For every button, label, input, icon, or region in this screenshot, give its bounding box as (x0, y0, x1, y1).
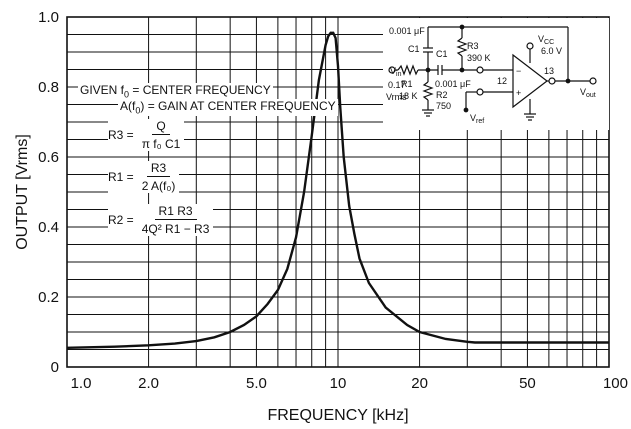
label-vcc-val: 6.0 V (541, 46, 562, 56)
y-axis-label: OUTPUT [Vrms] (14, 134, 31, 250)
circuit-schematic: 0.001 μF C1 C1 0.001 μF R3 390 K R1 18 K… (383, 18, 609, 130)
r1-denominator: 2 A(f₀) (141, 179, 176, 193)
label-pin13: 13 (544, 66, 554, 76)
label-pin12: 12 (497, 76, 507, 86)
response-curve (66, 31, 609, 349)
label-r2-val: 750 (436, 101, 451, 111)
label-plus: + (516, 88, 521, 98)
label-c1-mid: C1 (436, 49, 448, 59)
r2-resistor (422, 81, 434, 101)
label-vout: Vout (580, 87, 596, 99)
x-tick-label: 1.0 (71, 375, 92, 392)
x-tick-label: 5.0 (246, 375, 267, 392)
label-cap-top: 0.001 μF (389, 26, 425, 36)
r1-numerator: R3 (146, 161, 171, 177)
x-tick-label: 20 (411, 375, 428, 392)
label-r1: R1 (401, 79, 413, 89)
label-r1-val: 18 K (399, 91, 418, 101)
equation-r2: R2 = R1 R3 4Q² R1 − R3 (108, 204, 214, 236)
label-c1-top: C1 (408, 44, 420, 54)
label-vcc: VCC (538, 34, 554, 46)
label-vin: Vin (390, 66, 402, 78)
label-vref: Vref (470, 113, 484, 125)
y-tick-label: 0.8 (38, 79, 59, 96)
y-tick-label: 0.4 (38, 219, 59, 236)
y-tick-label: 1.0 (38, 9, 59, 26)
r1-resistor (397, 64, 419, 76)
r3-numerator: Q (152, 119, 170, 135)
op-amp (512, 53, 548, 109)
label-r3-val: 390 K (467, 53, 491, 63)
y-ticks: 0 0.2 0.4 0.6 0.8 1.0 (38, 9, 59, 376)
label-cap-mid: 0.001 μF (435, 79, 471, 89)
label-vin-amp: 0.17 (388, 80, 406, 90)
note-given-gain: A(f0) = GAIN AT CENTER FREQUENCY (118, 99, 338, 117)
x-tick-label: 100 (603, 375, 628, 392)
r2-denominator: 4Q² R1 − R3 (141, 222, 210, 236)
x-axis-label: FREQUENCY [kHz] (267, 407, 408, 424)
x-tick-label: 10 (330, 375, 347, 392)
y-tick-label: 0.2 (38, 289, 59, 306)
r2-numerator: R1 R3 (154, 204, 197, 220)
r3-denominator: π f₀ C1 (141, 137, 181, 151)
y-tick-label: 0 (51, 359, 59, 376)
r3-resistor (456, 37, 468, 57)
x-ticks: 1.0 2.0 5.0 10 20 50 100 (71, 375, 628, 392)
label-r2: R2 (436, 90, 448, 100)
label-minus: − (516, 66, 521, 76)
label-vin-unit: Vrms (386, 92, 407, 102)
label-r3: R3 (467, 41, 479, 51)
equation-r1: R1 = R3 2 A(f₀) (108, 161, 180, 193)
x-tick-label: 2.0 (138, 375, 159, 392)
plot-frame (66, 16, 610, 368)
y-tick-label: 0.6 (38, 149, 59, 166)
note-given-f0: GIVEN f0 = CENTER FREQUENCY (78, 83, 273, 101)
x-tick-label: 50 (519, 375, 536, 392)
